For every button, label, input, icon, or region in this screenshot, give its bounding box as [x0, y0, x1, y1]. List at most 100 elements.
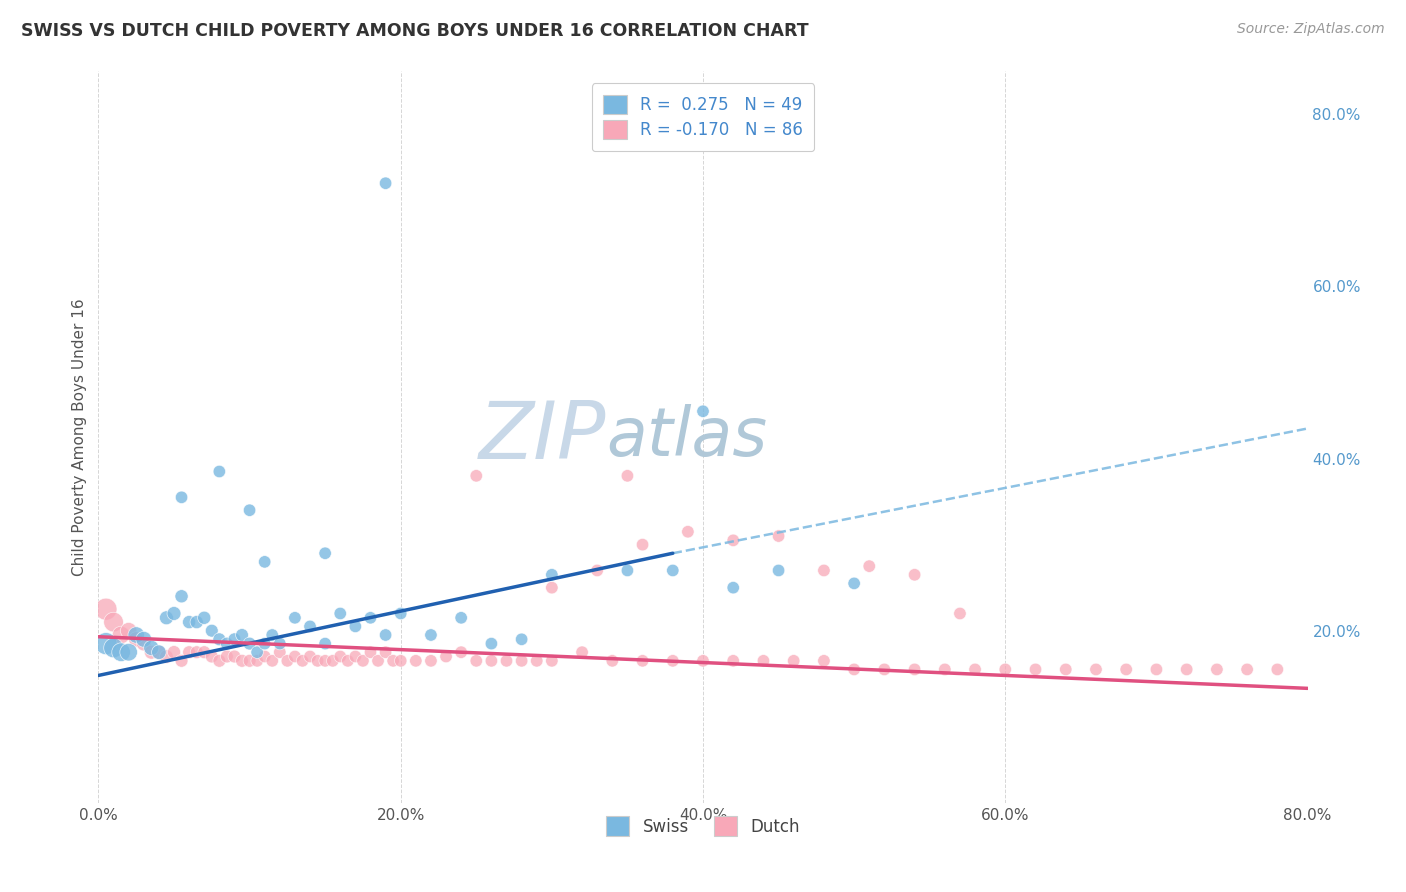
Point [179, 645, 201, 659]
Point [873, 662, 896, 676]
Point [904, 662, 927, 676]
Point [723, 533, 745, 548]
Point [170, 589, 193, 603]
Point [723, 654, 745, 668]
Point [148, 645, 170, 659]
Point [314, 637, 336, 651]
Point [783, 654, 806, 668]
Point [495, 654, 517, 668]
Point [215, 637, 238, 651]
Point [208, 632, 231, 647]
Point [1115, 662, 1137, 676]
Point [616, 468, 638, 483]
Point [965, 662, 987, 676]
Point [1175, 662, 1198, 676]
Point [329, 607, 352, 621]
Point [141, 640, 163, 655]
Point [382, 654, 405, 668]
Point [336, 654, 359, 668]
Point [262, 628, 284, 642]
Point [246, 645, 269, 659]
Point [1144, 662, 1167, 676]
Point [246, 654, 269, 668]
Point [253, 649, 276, 664]
Point [813, 654, 835, 668]
Point [631, 654, 654, 668]
Point [374, 176, 396, 190]
Point [1054, 662, 1077, 676]
Point [201, 649, 224, 664]
Point [934, 662, 956, 676]
Point [110, 645, 132, 659]
Point [193, 611, 215, 625]
Point [374, 628, 396, 642]
Point [465, 468, 488, 483]
Point [269, 645, 291, 659]
Point [163, 645, 186, 659]
Point [434, 649, 457, 664]
Text: ZIP: ZIP [479, 398, 606, 476]
Point [239, 503, 262, 517]
Point [186, 615, 208, 629]
Point [299, 649, 322, 664]
Point [389, 607, 412, 621]
Point [284, 611, 307, 625]
Point [450, 645, 472, 659]
Point [752, 654, 775, 668]
Point [163, 607, 186, 621]
Point [844, 662, 866, 676]
Point [1024, 662, 1046, 676]
Point [291, 654, 314, 668]
Point [231, 628, 253, 642]
Point [329, 649, 352, 664]
Point [405, 654, 427, 668]
Point [118, 624, 141, 638]
Point [949, 607, 972, 621]
Point [450, 611, 472, 625]
Point [616, 564, 638, 578]
Point [170, 491, 193, 505]
Point [125, 628, 148, 642]
Point [94, 637, 117, 651]
Point [540, 567, 562, 582]
Point [360, 645, 382, 659]
Point [141, 645, 163, 659]
Point [155, 611, 177, 625]
Point [284, 649, 307, 664]
Text: SWISS VS DUTCH CHILD POVERTY AMONG BOYS UNDER 16 CORRELATION CHART: SWISS VS DUTCH CHILD POVERTY AMONG BOYS … [21, 22, 808, 40]
Point [389, 654, 412, 668]
Point [858, 559, 880, 574]
Point [586, 564, 609, 578]
Point [1206, 662, 1229, 676]
Point [269, 637, 291, 651]
Legend: Swiss, Dutch: Swiss, Dutch [596, 806, 810, 846]
Point [994, 662, 1017, 676]
Point [253, 555, 276, 569]
Point [768, 529, 790, 543]
Point [110, 628, 132, 642]
Point [132, 637, 155, 651]
Point [307, 654, 329, 668]
Point [540, 654, 562, 668]
Point [262, 654, 284, 668]
Point [239, 637, 262, 651]
Point [352, 654, 374, 668]
Point [904, 567, 927, 582]
Point [813, 564, 835, 578]
Point [314, 654, 336, 668]
Point [420, 628, 443, 642]
Point [481, 654, 503, 668]
Point [661, 654, 683, 668]
Point [118, 645, 141, 659]
Point [276, 654, 298, 668]
Point [224, 632, 246, 647]
Point [692, 654, 714, 668]
Text: Source: ZipAtlas.com: Source: ZipAtlas.com [1237, 22, 1385, 37]
Point [94, 602, 117, 616]
Point [155, 649, 177, 664]
Point [360, 611, 382, 625]
Point [132, 632, 155, 647]
Point [1085, 662, 1108, 676]
Point [103, 615, 125, 629]
Point [844, 576, 866, 591]
